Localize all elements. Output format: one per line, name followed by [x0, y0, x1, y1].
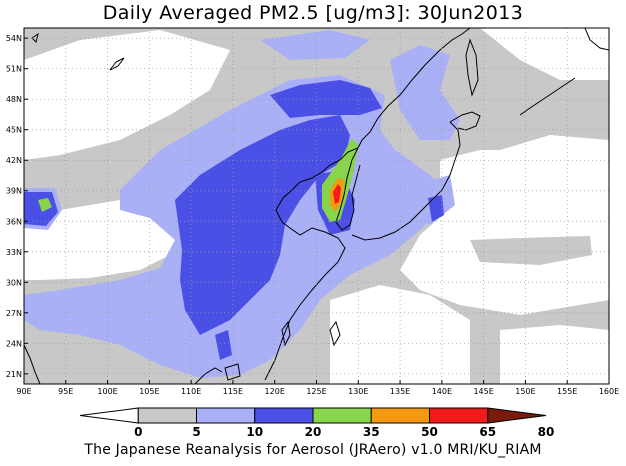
pm25-band-20-35-e	[215, 330, 232, 360]
coastline-japan	[351, 121, 461, 241]
map-title: Daily Averaged PM2.5 [ug/m3]: 30Jun2013	[102, 2, 524, 24]
coastline-bay-bengal	[24, 344, 41, 384]
coastline-china	[264, 105, 389, 381]
lat-tick-label: 39N	[6, 187, 22, 196]
colorbar-segment	[487, 407, 547, 424]
lon-tick-label: 150E	[515, 387, 535, 396]
lat-tick-label: 54N	[6, 34, 22, 43]
pm25-band-5-10-e	[330, 285, 470, 384]
footer-credit: The Japanese Reanalysis for Aerosol (JRA…	[84, 442, 542, 458]
coastline-philippines	[329, 320, 341, 347]
lat-tick-label: 48N	[6, 95, 22, 104]
pm25-band-5-10-d	[440, 150, 609, 240]
lon-tick-label: 140E	[432, 387, 452, 396]
lon-tick-label: 95E	[58, 387, 73, 396]
colorbar-segment	[429, 407, 489, 424]
pm25-band-5-10-g	[470, 236, 592, 265]
lat-tick-label: 36N	[6, 217, 22, 226]
lat-tick-label: 42N	[6, 156, 22, 165]
coastline-kamchatka	[584, 28, 609, 51]
colorbar-level-label: 65	[479, 425, 496, 439]
lon-tick-label: 120E	[265, 387, 285, 396]
lat-tick-label: 51N	[6, 65, 22, 74]
lon-tick-label: 155E	[557, 387, 577, 396]
coastline-korea	[335, 147, 361, 231]
pm25-fields	[24, 28, 609, 384]
coastline-hainan	[224, 363, 241, 381]
pm25-band-20-35-b	[270, 80, 382, 118]
lat-tick-label: 30N	[6, 278, 22, 287]
lon-tick-label: 90E	[16, 387, 31, 396]
lon-tick-label: 100E	[97, 387, 117, 396]
pm25-band-65-80	[333, 184, 341, 204]
lon-tick-label: 115E	[223, 387, 243, 396]
colorbar-level-label: 5	[192, 425, 200, 439]
colorbar: 0 5 10 20 35 50 65 80	[79, 407, 555, 439]
colorbar-level-label: 20	[305, 425, 322, 439]
colorbar-segment	[254, 407, 314, 424]
lat-tick-label: 33N	[6, 248, 22, 257]
colorbar-level-label: 0	[134, 425, 142, 439]
map-grid	[24, 28, 609, 384]
lon-tick-label: 160E	[599, 387, 619, 396]
pm25-band-20-35	[175, 115, 350, 335]
colorbar-level-label: 35	[363, 425, 380, 439]
colorbar-level-label: 50	[421, 425, 438, 439]
coastline-taiwan	[281, 320, 291, 347]
lon-tick-label: 125E	[306, 387, 326, 396]
colorbar-segment	[137, 407, 197, 424]
lat-tick-label: 27N	[6, 309, 22, 318]
colorbar-level-label: 80	[538, 425, 555, 439]
pm25-band-5-10-b	[24, 30, 230, 160]
colorbar-segment	[370, 407, 430, 424]
pm25-band-10-20-c	[260, 30, 370, 60]
colorbar-segment	[196, 407, 256, 424]
coastlines	[24, 28, 609, 384]
coastline-sakhalin	[465, 38, 479, 97]
lon-tick-label: 145E	[473, 387, 493, 396]
pm25-band-5-10-f	[500, 325, 609, 384]
coastline-russia	[387, 28, 471, 107]
colorbar-segment	[79, 407, 139, 424]
pm25-band-20-35-d	[428, 195, 444, 222]
coastline-hokkaido	[449, 111, 481, 131]
lon-tick-label: 105E	[139, 387, 159, 396]
pm25-band-10-20-d	[390, 45, 460, 140]
lon-tick-label: 110E	[181, 387, 201, 396]
lon-tick-label: 135E	[390, 387, 410, 396]
pm25-band-5-10-c	[24, 200, 180, 280]
lat-tick-label: 45N	[6, 126, 22, 135]
colorbar-level-label: 10	[246, 425, 263, 439]
lon-tick-label: 130E	[348, 387, 368, 396]
lat-tick-label: 24N	[6, 339, 22, 348]
coastline-kuril	[519, 77, 576, 116]
pm25-band-35-50-b	[38, 198, 52, 212]
axis-ticks: 90E 95E 100E 105E 110E 115E 120E 125E 130E 135E 14…	[6, 34, 619, 396]
coastline-indochina	[194, 367, 223, 384]
coastline-lake-baikal	[109, 57, 125, 71]
colorbar-segment	[312, 407, 372, 424]
lat-tick-label: 21N	[6, 370, 22, 379]
